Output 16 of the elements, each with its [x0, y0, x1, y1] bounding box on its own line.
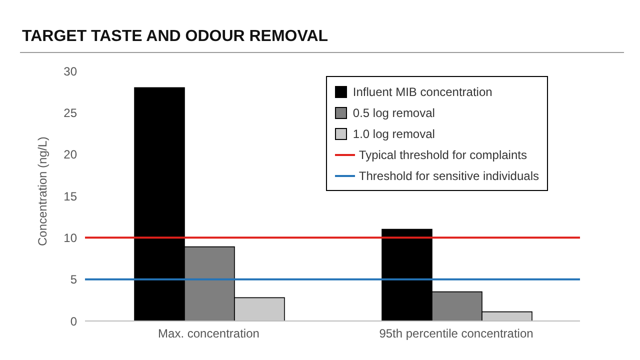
legend-label: 0.5 log removal	[352, 106, 435, 120]
chart-title: TARGET TASTE AND ODOUR REMOVAL	[22, 28, 328, 46]
y-tick-label: 10	[64, 230, 78, 245]
x-tick-label: Max. concentration	[158, 326, 260, 341]
legend-label: Threshold for sensitive individuals	[358, 168, 539, 182]
y-tick-label: 30	[64, 64, 78, 78]
y-tick-label: 25	[64, 106, 78, 120]
y-tick-label: 5	[70, 272, 78, 287]
x-tick-label: 95th percentile concentration	[379, 326, 534, 341]
y-tick-label: 20	[64, 148, 78, 162]
y-tick-label: 0	[70, 314, 78, 328]
y-tick-label: 15	[64, 189, 78, 204]
legend-label: Influent MIB concentration	[352, 84, 492, 98]
legend-label: 1.0 log removal	[352, 126, 435, 140]
legend-label: Typical threshold for complaints	[358, 148, 527, 162]
y-axis-title: Concentration (ng/L)	[35, 136, 50, 246]
